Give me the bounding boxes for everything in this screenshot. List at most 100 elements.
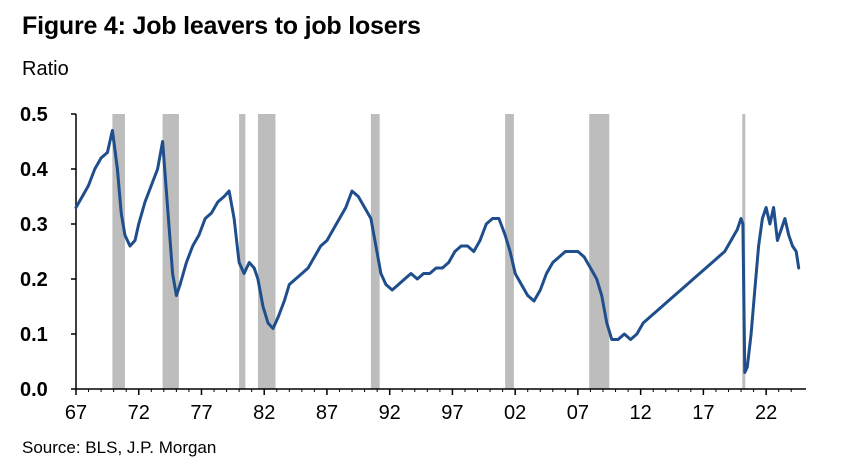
data-point bbox=[723, 250, 726, 253]
data-point bbox=[351, 190, 353, 192]
data-point bbox=[761, 217, 764, 220]
data-point bbox=[491, 217, 494, 220]
data-point bbox=[87, 184, 90, 187]
x-tick-label: 02 bbox=[504, 402, 526, 424]
data-point bbox=[129, 245, 131, 247]
source-note: Source: BLS, J.P. Morgan bbox=[22, 438, 217, 457]
data-point bbox=[391, 289, 394, 291]
data-point bbox=[283, 300, 286, 302]
data-point bbox=[288, 283, 291, 286]
y-tick-label: 0.2 bbox=[20, 269, 48, 291]
data-point bbox=[577, 250, 579, 253]
data-point bbox=[385, 283, 387, 286]
recession-bands bbox=[112, 114, 746, 389]
data-point bbox=[397, 283, 400, 286]
data-point bbox=[277, 316, 279, 319]
data-point bbox=[754, 289, 756, 291]
data-point bbox=[780, 228, 782, 231]
data-point bbox=[623, 333, 626, 335]
data-point bbox=[238, 261, 240, 264]
data-point bbox=[648, 316, 651, 319]
series-layer bbox=[74, 129, 801, 374]
data-point bbox=[479, 239, 481, 242]
x-tick-label: 22 bbox=[755, 402, 777, 424]
x-tick-label: 97 bbox=[441, 402, 463, 424]
data-point bbox=[654, 311, 657, 313]
y-tick-label: 0.1 bbox=[20, 324, 48, 346]
x-tick-label: 67 bbox=[65, 402, 87, 424]
data-point bbox=[698, 272, 701, 275]
data-point bbox=[460, 245, 463, 247]
data-point bbox=[344, 206, 347, 209]
data-point bbox=[332, 228, 335, 231]
x-tick-label: 72 bbox=[128, 402, 150, 424]
data-point bbox=[375, 245, 377, 247]
data-point bbox=[175, 294, 178, 297]
x-tick-label: 77 bbox=[190, 402, 212, 424]
data-point bbox=[570, 250, 573, 253]
data-point bbox=[301, 272, 303, 275]
data-point bbox=[403, 278, 406, 280]
data-point bbox=[673, 294, 676, 297]
data-point bbox=[198, 234, 200, 236]
data-point bbox=[150, 184, 153, 187]
data-point bbox=[552, 261, 554, 264]
x-tick-label: 12 bbox=[630, 402, 652, 424]
data-point bbox=[75, 206, 77, 209]
data-point bbox=[642, 322, 644, 324]
data-point bbox=[533, 300, 535, 302]
data-point bbox=[272, 327, 274, 330]
data-point bbox=[161, 140, 164, 143]
data-point bbox=[526, 294, 529, 297]
data-point bbox=[137, 223, 140, 225]
data-point bbox=[441, 267, 444, 269]
data-point bbox=[357, 195, 360, 198]
data-point bbox=[313, 256, 316, 258]
x-tick-label: 07 bbox=[567, 402, 589, 424]
recession-band-1 bbox=[112, 114, 125, 389]
data-point bbox=[667, 300, 670, 302]
data-point bbox=[257, 278, 259, 280]
data-point bbox=[769, 223, 771, 225]
data-point bbox=[498, 217, 500, 220]
data-point bbox=[686, 283, 688, 286]
series-line-1 bbox=[74, 129, 801, 374]
data-point bbox=[380, 272, 382, 275]
data-point bbox=[791, 245, 794, 247]
data-point bbox=[370, 217, 372, 220]
data-point bbox=[204, 217, 207, 220]
data-point bbox=[429, 272, 431, 275]
data-point bbox=[545, 272, 548, 275]
y-tick-label: 0.0 bbox=[20, 379, 48, 401]
data-point bbox=[772, 206, 775, 209]
recession-band-4 bbox=[257, 114, 276, 389]
x-tick-label: 17 bbox=[692, 402, 714, 424]
y-tick-label: 0.5 bbox=[20, 104, 48, 126]
chart-title: Figure 4: Job leavers to job losers bbox=[22, 12, 421, 40]
data-point bbox=[539, 289, 542, 291]
data-point bbox=[124, 234, 126, 236]
data-point bbox=[134, 239, 136, 242]
data-point bbox=[514, 272, 516, 275]
data-point bbox=[776, 239, 779, 242]
data-point bbox=[711, 261, 713, 264]
data-point bbox=[363, 206, 366, 209]
data-point bbox=[294, 278, 297, 280]
data-point bbox=[617, 338, 619, 341]
data-point bbox=[736, 228, 739, 231]
data-point bbox=[100, 157, 102, 159]
x-tick-label: 92 bbox=[379, 402, 401, 424]
data-point bbox=[156, 168, 159, 170]
data-point bbox=[111, 129, 114, 132]
data-point bbox=[520, 283, 523, 286]
data-point bbox=[338, 217, 341, 220]
data-point bbox=[589, 267, 592, 269]
data-point bbox=[422, 272, 425, 275]
data-point bbox=[466, 245, 469, 247]
recession-band-7 bbox=[589, 114, 610, 389]
data-point bbox=[746, 366, 749, 368]
data-point bbox=[416, 278, 419, 280]
data-point bbox=[171, 272, 174, 275]
x-tick-label: 87 bbox=[316, 402, 338, 424]
data-point bbox=[564, 250, 567, 253]
